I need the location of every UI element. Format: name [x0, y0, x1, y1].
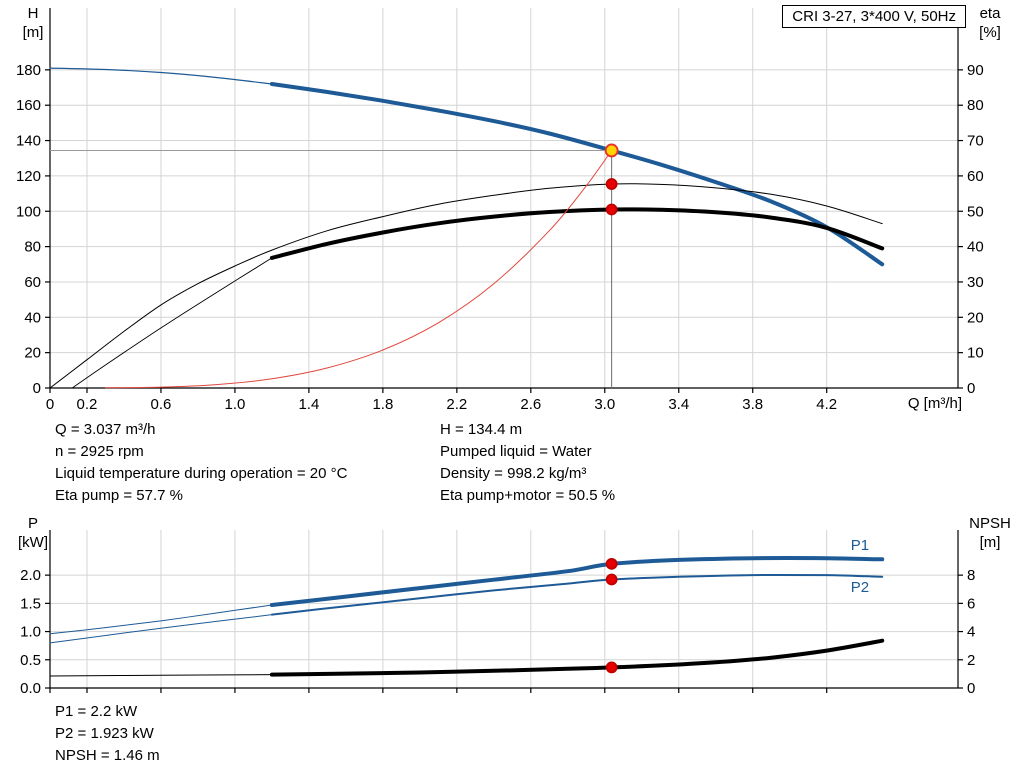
qh-curve-thin	[49, 67, 273, 85]
svg-text:1.0: 1.0	[224, 396, 245, 413]
svg-text:4: 4	[967, 624, 975, 641]
duty-speed-readout: n = 2925 rpm	[55, 443, 144, 460]
svg-text:1.8: 1.8	[372, 396, 393, 413]
npsh-curve	[269, 638, 885, 677]
npsh-curve-thin	[49, 674, 273, 677]
svg-text:1.5: 1.5	[20, 595, 41, 612]
qh-curve	[269, 82, 885, 267]
svg-text:80: 80	[967, 97, 984, 114]
svg-text:4.2: 4.2	[816, 396, 837, 413]
svg-text:0: 0	[967, 380, 975, 397]
eta-total-curve	[269, 207, 885, 260]
eta-axis-unit: [%]	[979, 24, 1001, 41]
svg-text:0.5: 0.5	[20, 652, 41, 669]
svg-text:100: 100	[16, 203, 41, 220]
svg-text:10: 10	[967, 345, 984, 362]
duty-system-curve	[105, 150, 613, 389]
svg-text:60: 60	[967, 168, 984, 185]
eta-total-readout: Eta pump+motor = 50.5 %	[440, 487, 616, 504]
svg-text:0: 0	[967, 680, 975, 697]
npsh-duty-dot	[605, 661, 618, 674]
eta-pump-duty-dot	[605, 178, 618, 190]
power-axis-title: P [kW]	[10, 514, 56, 552]
svg-text:2.6: 2.6	[520, 396, 541, 413]
svg-text:0: 0	[46, 396, 54, 413]
eta-total-curve-thin	[71, 257, 273, 389]
svg-text:0.2: 0.2	[77, 396, 98, 413]
svg-text:160: 160	[16, 97, 41, 114]
svg-text:20: 20	[967, 309, 984, 326]
eta-total-duty-dot	[605, 203, 618, 216]
svg-text:60: 60	[24, 274, 41, 291]
duty-flow-readout: Q = 3.037 m³/h	[55, 421, 156, 438]
series-label-p2: P2	[851, 579, 869, 596]
svg-text:40: 40	[967, 239, 984, 256]
npsh-axis-title: NPSH [m]	[960, 514, 1020, 552]
power-data-block: P1 = 2.2 kW P2 = 1.923 kW NPSH = 1.46 m	[55, 701, 160, 767]
flow-axis-title: Q [m³/h]	[907, 395, 962, 412]
svg-text:2.2: 2.2	[446, 396, 467, 413]
head-axis-unit: [m]	[22, 24, 44, 41]
svg-text:1.4: 1.4	[298, 396, 319, 413]
density-readout: Density = 998.2 kg/m³	[440, 465, 587, 482]
svg-text:80: 80	[24, 239, 41, 256]
p2-curve	[270, 573, 884, 616]
svg-text:0.6: 0.6	[151, 396, 172, 413]
duty-head-readout: H = 134.4 m	[440, 421, 523, 438]
svg-text:3.0: 3.0	[594, 396, 615, 413]
pumped-liquid-readout: Pumped liquid = Water	[440, 443, 592, 460]
p2-duty-dot	[605, 573, 618, 586]
svg-text:140: 140	[16, 133, 41, 150]
svg-text:1.0: 1.0	[20, 624, 41, 641]
svg-text:6: 6	[967, 595, 975, 612]
head-axis-symbol: H	[27, 5, 39, 22]
p1-readout: P1 = 2.2 kW	[55, 703, 138, 720]
svg-text:8: 8	[967, 567, 975, 584]
pump-model-box: CRI 3-27, 3*400 V, 50Hz	[782, 5, 966, 28]
svg-text:120: 120	[16, 168, 41, 185]
series-label-p1: P1	[851, 537, 869, 554]
power-axis-unit: [kW]	[18, 534, 48, 551]
p1-curve-thin	[49, 604, 273, 635]
svg-text:0: 0	[33, 380, 41, 397]
eta-axis-symbol: eta	[979, 5, 1001, 22]
power-axis-symbol: P	[27, 515, 38, 532]
eta-axis-title: eta [%]	[964, 4, 1016, 42]
svg-text:180: 180	[16, 62, 41, 79]
head-axis-title: H [m]	[10, 4, 56, 42]
npsh-readout: NPSH = 1.46 m	[55, 747, 160, 764]
svg-text:0.0: 0.0	[20, 680, 41, 697]
svg-text:2: 2	[967, 652, 975, 669]
svg-text:90: 90	[967, 62, 984, 79]
svg-text:50: 50	[967, 203, 984, 220]
svg-text:70: 70	[967, 133, 984, 150]
duty-data-right-column: H = 134.4 m Pumped liquid = Water Densit…	[440, 419, 615, 507]
duty-data-left-column: Q = 3.037 m³/h n = 2925 rpm Liquid tempe…	[55, 419, 347, 507]
svg-text:2.0: 2.0	[20, 567, 41, 584]
p2-readout: P2 = 1.923 kW	[55, 725, 154, 742]
npsh-axis-unit: [m]	[979, 534, 1001, 551]
svg-text:20: 20	[24, 345, 41, 362]
svg-text:3.4: 3.4	[668, 396, 689, 413]
eta-pump-readout: Eta pump = 57.7 %	[55, 487, 183, 504]
svg-text:30: 30	[967, 274, 984, 291]
p2-curve-thin	[49, 614, 273, 644]
duty-point-marker[interactable]	[604, 143, 619, 158]
p1-duty-dot	[605, 557, 618, 570]
svg-text:3.8: 3.8	[742, 396, 763, 413]
npsh-axis-symbol: NPSH	[969, 515, 1011, 532]
p1-curve	[269, 556, 885, 607]
svg-text:40: 40	[24, 309, 41, 326]
eta-pump-curve	[49, 183, 883, 389]
liquid-temperature-readout: Liquid temperature during operation = 20…	[55, 465, 348, 482]
